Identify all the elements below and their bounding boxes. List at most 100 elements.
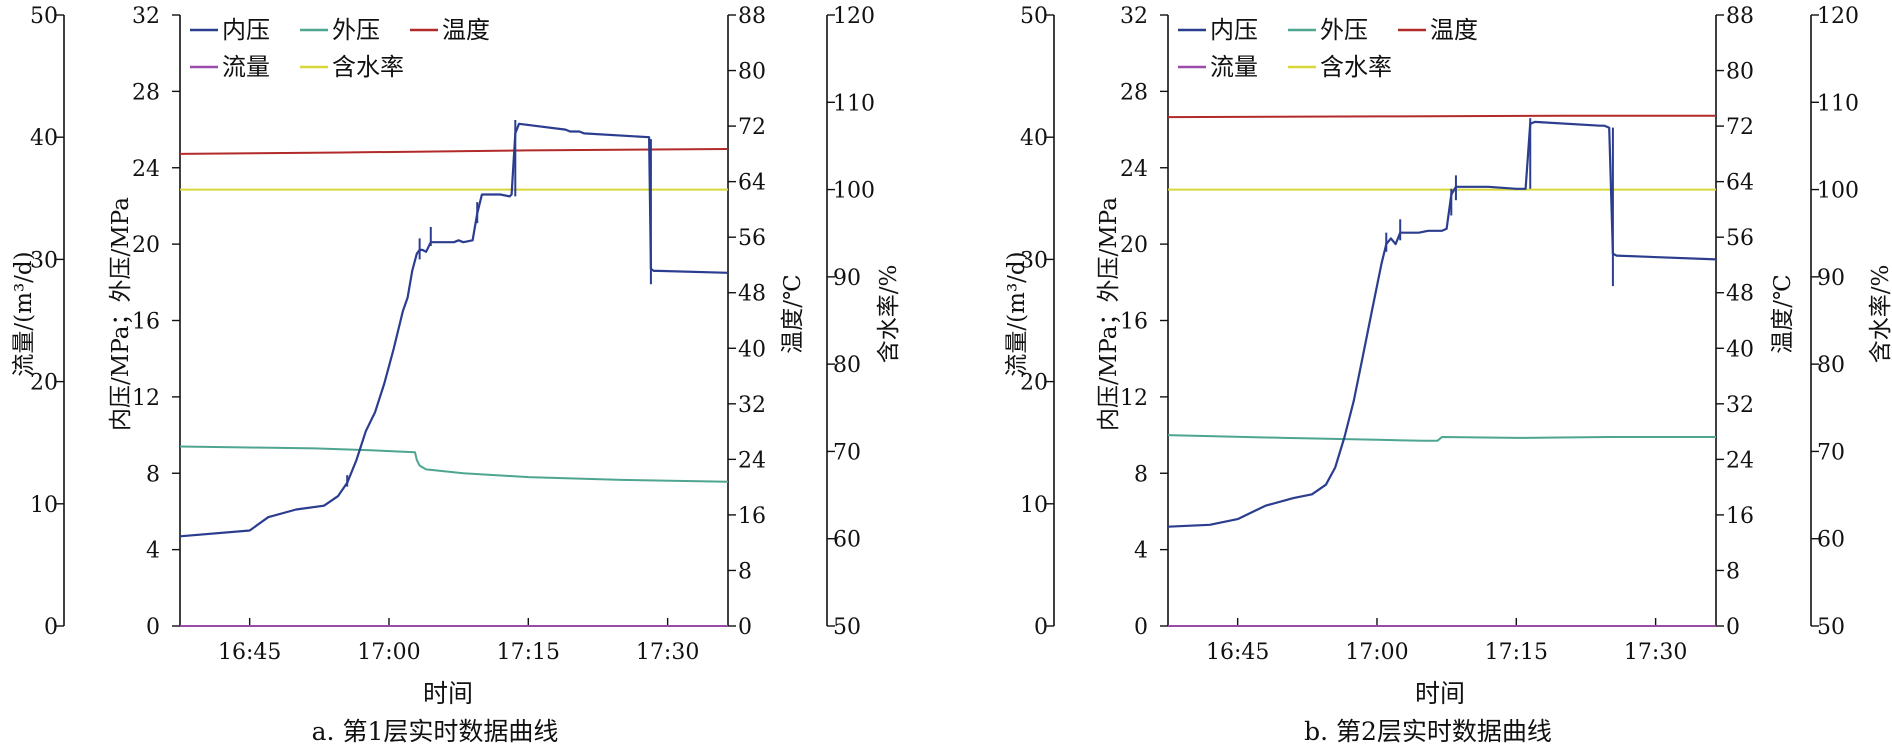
panel-a-temperature-tick-label: 48 <box>738 282 766 307</box>
panel-b-temperature-tick-label: 64 <box>1726 171 1754 196</box>
panel-b-pressure-tick-label: 12 <box>1120 386 1148 411</box>
panel-b-legend-label-water-cut: 含水率 <box>1320 53 1392 81</box>
panel-a-water_cut-tick-label: 100 <box>833 179 875 204</box>
panel-b-x-tick-label: 17:30 <box>1624 640 1687 665</box>
panel-a-caption: a. 第1层实时数据曲线 <box>312 717 559 746</box>
panel-b-flow-tick-label: 30 <box>1020 248 1048 273</box>
panel-b-water_cut-tick-label: 90 <box>1817 266 1845 291</box>
panel-b-temperature-tick-label: 40 <box>1726 337 1754 362</box>
panel-b-pressure-tick-label: 8 <box>1134 462 1148 487</box>
panel-a-pressure-tick-label: 12 <box>132 386 160 411</box>
panel-b-pressure-tick-label: 24 <box>1120 157 1148 182</box>
panel-a-series-outer-pressure <box>179 445 729 483</box>
panel-a-x-tick-label: 17:15 <box>497 640 560 665</box>
panel-b-series-outer-pressure <box>1167 434 1716 442</box>
panel-b-water-cut-axis-title: 含水率/% <box>1868 265 1892 364</box>
panel-a-temperature-tick-label: 88 <box>738 4 766 29</box>
panel-a-legend-label-water-cut: 含水率 <box>332 53 404 81</box>
panel-a-flow-tick-label: 20 <box>30 371 58 396</box>
panel-b-water_cut-tick-label: 120 <box>1817 4 1859 29</box>
panel-a-temperature-tick-label: 8 <box>738 559 752 584</box>
panel-b-pressure-tick-label: 20 <box>1120 233 1148 258</box>
panel-a-flow-tick-label: 30 <box>30 248 58 273</box>
panel-b-legend-label-outer-pressure: 外压 <box>1320 16 1368 44</box>
panel-a-water_cut-tick-label: 80 <box>833 353 861 378</box>
panel-a-flow-tick-label: 40 <box>30 126 58 151</box>
panel-a-legend-label-outer-pressure: 外压 <box>332 16 380 44</box>
panel-a-water_cut-tick-label: 70 <box>833 440 861 465</box>
panel-b-water_cut-tick-label: 110 <box>1817 91 1859 116</box>
panel-b-pressure-tick-label: 16 <box>1120 310 1148 335</box>
panel-b-series-inner-pressure <box>1167 120 1717 528</box>
panel-a-temperature-tick-label: 40 <box>738 337 766 362</box>
panel-b-caption: b. 第2层实时数据曲线 <box>1304 717 1552 746</box>
panel-a-pressure-tick-label: 24 <box>132 157 160 182</box>
panel-b-temperature-tick-label: 72 <box>1726 115 1754 140</box>
panel-b-temperature-tick-label: 56 <box>1726 226 1754 251</box>
panel-a-pressure-tick-label: 8 <box>146 462 160 487</box>
panel-b-pressure-tick-label: 32 <box>1120 4 1148 29</box>
panel-a-temperature-tick-label: 32 <box>738 393 766 418</box>
panel-a-temperature-tick-label: 80 <box>738 60 766 85</box>
panel-a-series-temperature <box>179 148 729 155</box>
panel-b-pressure-tick-label: 0 <box>1134 615 1148 640</box>
panel-b-temperature-tick-label: 16 <box>1726 504 1754 529</box>
panel-a-temperature-tick-label: 16 <box>738 504 766 529</box>
panel-a-flow-tick-label: 0 <box>44 615 58 640</box>
panel-b-legend-label-flow: 流量 <box>1210 53 1258 81</box>
panel-b-x-tick-label: 16:45 <box>1206 640 1269 665</box>
panel-b-water_cut-tick-label: 50 <box>1817 615 1845 640</box>
panel-b-flow-tick-label: 20 <box>1020 371 1048 396</box>
panel-a-temperature-tick-label: 64 <box>738 171 766 196</box>
panel-b: b. 第2层实时数据曲线 时间 流量/(m³/d) 内压/MPa；外压/MPa … <box>1004 4 1892 746</box>
panel-a-temperature-axis-title: 温度/℃ <box>780 274 806 353</box>
panel-b-x-tick-label: 17:00 <box>1345 640 1408 665</box>
panel-b-water_cut-tick-label: 70 <box>1817 440 1845 465</box>
panel-b-temperature-tick-label: 48 <box>1726 282 1754 307</box>
panel-a-water_cut-tick-label: 110 <box>833 91 875 116</box>
panel-b-x-tick-label: 17:15 <box>1485 640 1548 665</box>
panel-a-pressure-tick-label: 20 <box>132 233 160 258</box>
panel-a-water_cut-tick-label: 50 <box>833 615 861 640</box>
panel-b-flow-axis-title: 流量/(m³/d) <box>1004 251 1030 376</box>
panel-b-pressure-tick-label: 28 <box>1120 80 1148 105</box>
panel-a-temperature-tick-label: 56 <box>738 226 766 251</box>
panel-a-pressure-tick-label: 0 <box>146 615 160 640</box>
panel-a-x-axis-title: 时间 <box>423 679 473 708</box>
panel-a-legend-label-flow: 流量 <box>222 53 270 81</box>
panel-a-pressure-tick-label: 16 <box>132 310 160 335</box>
panel-a-x-tick-label: 17:00 <box>357 640 420 665</box>
panel-b-pressure-tick-label: 4 <box>1134 539 1148 564</box>
panel-a-flow-tick-label: 10 <box>30 493 58 518</box>
panel-b-temperature-tick-label: 24 <box>1726 448 1754 473</box>
panel-a-water_cut-tick-label: 60 <box>833 528 861 553</box>
panel-a-legend-label-inner-pressure: 内压 <box>222 16 270 44</box>
panel-a-pressure-axis-title: 内压/MPa；外压/MPa <box>108 197 134 431</box>
panel-b-flow-tick-label: 10 <box>1020 493 1048 518</box>
panel-b-temperature-tick-label: 32 <box>1726 393 1754 418</box>
panel-b-series-temperature <box>1167 114 1716 119</box>
panel-a-temperature-tick-label: 24 <box>738 448 766 473</box>
panel-a: a. 第1层实时数据曲线 时间 流量/(m³/d) 内压/MPa；外压/MPa … <box>11 4 902 746</box>
panel-b-flow-tick-label: 40 <box>1020 126 1048 151</box>
panel-b-temperature-tick-label: 0 <box>1726 615 1740 640</box>
panel-a-series-inner-pressure <box>179 122 729 538</box>
panel-a-pressure-tick-label: 28 <box>132 80 160 105</box>
panel-b-flow-tick-label: 50 <box>1020 4 1048 29</box>
panel-a-legend-label-temperature: 温度 <box>442 16 490 44</box>
panel-b-temperature-tick-label: 8 <box>1726 559 1740 584</box>
panel-a-flow-tick-label: 50 <box>30 4 58 29</box>
panel-a-pressure-tick-label: 4 <box>146 539 160 564</box>
panel-a-temperature-tick-label: 0 <box>738 615 752 640</box>
panel-a-flow-axis-title: 流量/(m³/d) <box>11 251 37 376</box>
panel-b-temperature-tick-label: 80 <box>1726 60 1754 85</box>
panel-b-water_cut-tick-label: 100 <box>1817 179 1859 204</box>
panel-a-pressure-tick-label: 32 <box>132 4 160 29</box>
panel-b-x-axis-title: 时间 <box>1415 679 1465 708</box>
panel-b-water_cut-tick-label: 80 <box>1817 353 1845 378</box>
panel-b-legend-label-temperature: 温度 <box>1430 16 1478 44</box>
panel-b-temperature-axis-title: 温度/℃ <box>1770 274 1796 353</box>
panel-a-x-tick-label: 17:30 <box>636 640 699 665</box>
panel-b-water_cut-tick-label: 60 <box>1817 528 1845 553</box>
